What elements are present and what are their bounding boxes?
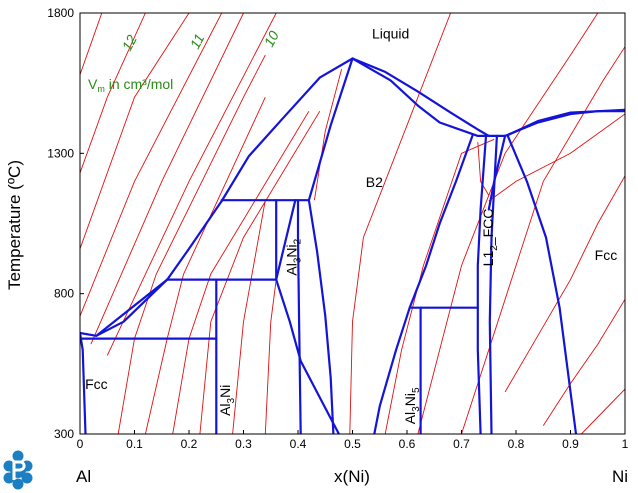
phase-label-3: Fcc	[595, 247, 618, 263]
phase-boundary-line-15	[307, 199, 335, 434]
compound-label-1: Al3Ni2	[283, 238, 303, 275]
phase-boundary-line-6	[307, 57, 354, 202]
phase-boundary-line-13	[296, 199, 302, 434]
iso-label-11: 11	[187, 31, 208, 51]
phase-label-1: B2	[366, 174, 383, 190]
iso-volume-line-34	[144, 97, 266, 434]
y-tick-label-0: 300	[54, 427, 74, 441]
iso-volume-line-38	[264, 279, 277, 434]
iso-volume-line-44	[488, 113, 625, 202]
x-axis-ticks: 0 0.1 0.2 0.3 0.4 0.5 0.6 0.7 0.8 0.9 1	[77, 430, 629, 451]
x-tick-label-9: 0.9	[562, 437, 579, 451]
iso-volume-line-32	[106, 13, 277, 356]
y-tick-label-2: 1300	[47, 146, 74, 160]
iso-volume-line-42	[417, 13, 599, 434]
iso-volume-line-28	[80, 13, 146, 174]
x-tick-label-8: 0.8	[508, 437, 525, 451]
phase-boundaries	[80, 57, 625, 434]
x-tick-label-4: 0.4	[290, 437, 307, 451]
phase-boundary-line-2	[166, 199, 223, 281]
phase-boundary-line-5	[351, 57, 490, 137]
iso-volume-line-31	[90, 13, 244, 345]
phase-boundary-line-23	[506, 134, 578, 434]
x-tick-label-7: 0.7	[453, 437, 470, 451]
phase-boundary-line-1	[95, 278, 169, 337]
pandat-logo-icon	[3, 450, 33, 490]
y-tick-label-3: 1800	[47, 6, 74, 20]
x-axis-right-end-label: Ni	[612, 467, 628, 486]
iso-volume-line-33	[117, 54, 266, 434]
compound-label-2: Al3Ni5	[402, 387, 422, 424]
phase-boundary-line-12	[80, 331, 87, 434]
compound-label-3: L12_FCC	[480, 209, 500, 267]
phase-labels: Liquid B2 Fcc Fcc Al3Ni Al3Ni2 Al3Ni5 L12_FCC	[85, 25, 617, 424]
y-axis-title: Temperature (ºC)	[5, 160, 24, 290]
x-tick-label-1: 0.1	[126, 437, 143, 451]
phase-boundary-line-17	[373, 134, 474, 434]
iso-volume-line-30	[80, 13, 223, 317]
phase-boundary-line-14	[275, 199, 297, 281]
x-tick-label-10: 1	[622, 437, 629, 451]
x-tick-label-2: 0.2	[181, 437, 198, 451]
iso-label-12: 12	[119, 32, 141, 53]
logo	[3, 450, 33, 490]
phase-boundary-line-4	[351, 57, 490, 137]
iso-volume-line-40	[349, 13, 452, 434]
iso-volume-lines	[80, 13, 625, 434]
vm-annotation: Vm in cm³/mol	[88, 76, 173, 94]
x-axis-left-end-label: Al	[76, 467, 91, 486]
iso-volume-line-39	[313, 68, 343, 201]
phase-label-2: Fcc	[85, 376, 108, 392]
phase-boundary-line-0	[80, 278, 169, 337]
iso-volume-line-41	[384, 138, 495, 434]
phase-boundary-line-26	[506, 108, 625, 137]
iso-volume-line-35	[172, 110, 310, 434]
x-tick-label-6: 0.6	[399, 437, 416, 451]
phase-boundary-line-20	[476, 134, 488, 434]
phase-boundary-line-3	[220, 57, 354, 203]
iso-label-10: 10	[261, 28, 283, 49]
iso-volume-line-27	[80, 13, 103, 75]
phase-label-0: Liquid	[372, 25, 409, 41]
x-tick-label-5: 0.5	[344, 437, 361, 451]
iso-volume-labels: 12 11 10 Vm in cm³/mol	[88, 28, 282, 94]
y-tick-label-1: 800	[54, 287, 74, 301]
iso-volume-line-47	[581, 388, 625, 434]
iso-volume-line-29	[80, 13, 190, 249]
y-axis-ticks: 300 800 1300 1800	[47, 6, 84, 441]
phase-boundary-line-16	[275, 278, 340, 434]
x-axis-title: x(Ni)	[334, 467, 370, 486]
phase-boundary-line-22	[487, 134, 507, 211]
x-tick-label-0: 0	[77, 437, 84, 451]
iso-volume-line-48	[477, 142, 490, 196]
x-tick-label-3: 0.3	[235, 437, 252, 451]
iso-volume-line-37	[232, 200, 266, 434]
iso-volume-line-45	[504, 175, 625, 393]
iso-volume-line-46	[542, 299, 625, 426]
compound-label-0: Al3Ni	[217, 385, 237, 416]
iso-volume-line-43	[461, 46, 625, 434]
